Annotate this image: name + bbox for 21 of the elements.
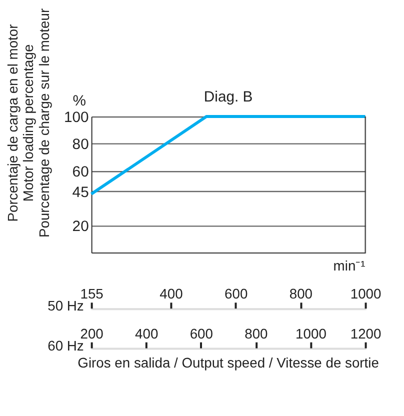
y-tick-label: 45 (72, 184, 89, 201)
x-tick-label: 800 (289, 286, 313, 302)
y-tick-label: 100 (64, 110, 89, 126)
x-tick-label: 400 (160, 286, 184, 302)
y-tick-label: 80 (72, 137, 89, 154)
x2-tick-label: 1200 (350, 325, 382, 342)
x2-tick-label: 1000 (296, 325, 327, 342)
y-tick-label: 20 (72, 218, 89, 235)
x-axis-title: Giros en salida / Output speed / Vitesse de sortie (78, 354, 380, 371)
chart-title: Diag. B (204, 90, 253, 106)
x-tick-label: 1000 (350, 286, 382, 302)
text: Porcentaje de carga en el motor (4, 24, 20, 222)
x2-tick-label: 600 (190, 325, 214, 342)
text: min⁻¹ (333, 257, 366, 274)
x-tick-label: 600 (224, 286, 248, 302)
x2-tick-label: 400 (135, 325, 158, 342)
text: Pourcentage de charge sur le moteur (36, 8, 52, 238)
text: Motor loading percentage (20, 44, 36, 202)
text: % (72, 94, 86, 110)
y-tick-label: 60 (72, 164, 89, 180)
x2-tick-label: 800 (244, 325, 268, 342)
